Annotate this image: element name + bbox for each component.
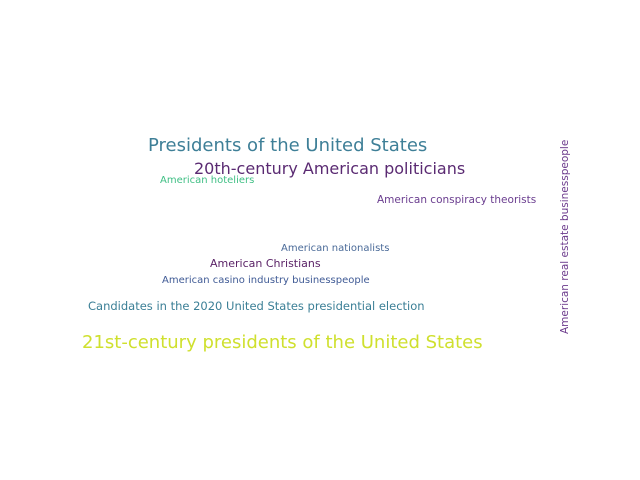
word-21st-century-presidents: 21st-century presidents of the United St… bbox=[82, 332, 483, 353]
word-presidents-of-the-united-states: Presidents of the United States bbox=[148, 135, 428, 156]
word-candidates-2020-presidential-election: Candidates in the 2020 United States pre… bbox=[88, 299, 425, 313]
word-american-casino-industry-businesspeople: American casino industry businesspeople bbox=[162, 275, 370, 286]
word-american-real-estate-businesspeople: American real estate businesspeople bbox=[559, 139, 571, 334]
word-american-hoteliers: American hoteliers bbox=[160, 175, 255, 186]
word-20th-century-american-politicians: 20th-century American politicians bbox=[194, 159, 466, 178]
word-american-christians: American Christians bbox=[210, 257, 321, 270]
word-american-nationalists: American nationalists bbox=[281, 243, 390, 254]
word-american-conspiracy-theorists: American conspiracy theorists bbox=[377, 194, 537, 206]
